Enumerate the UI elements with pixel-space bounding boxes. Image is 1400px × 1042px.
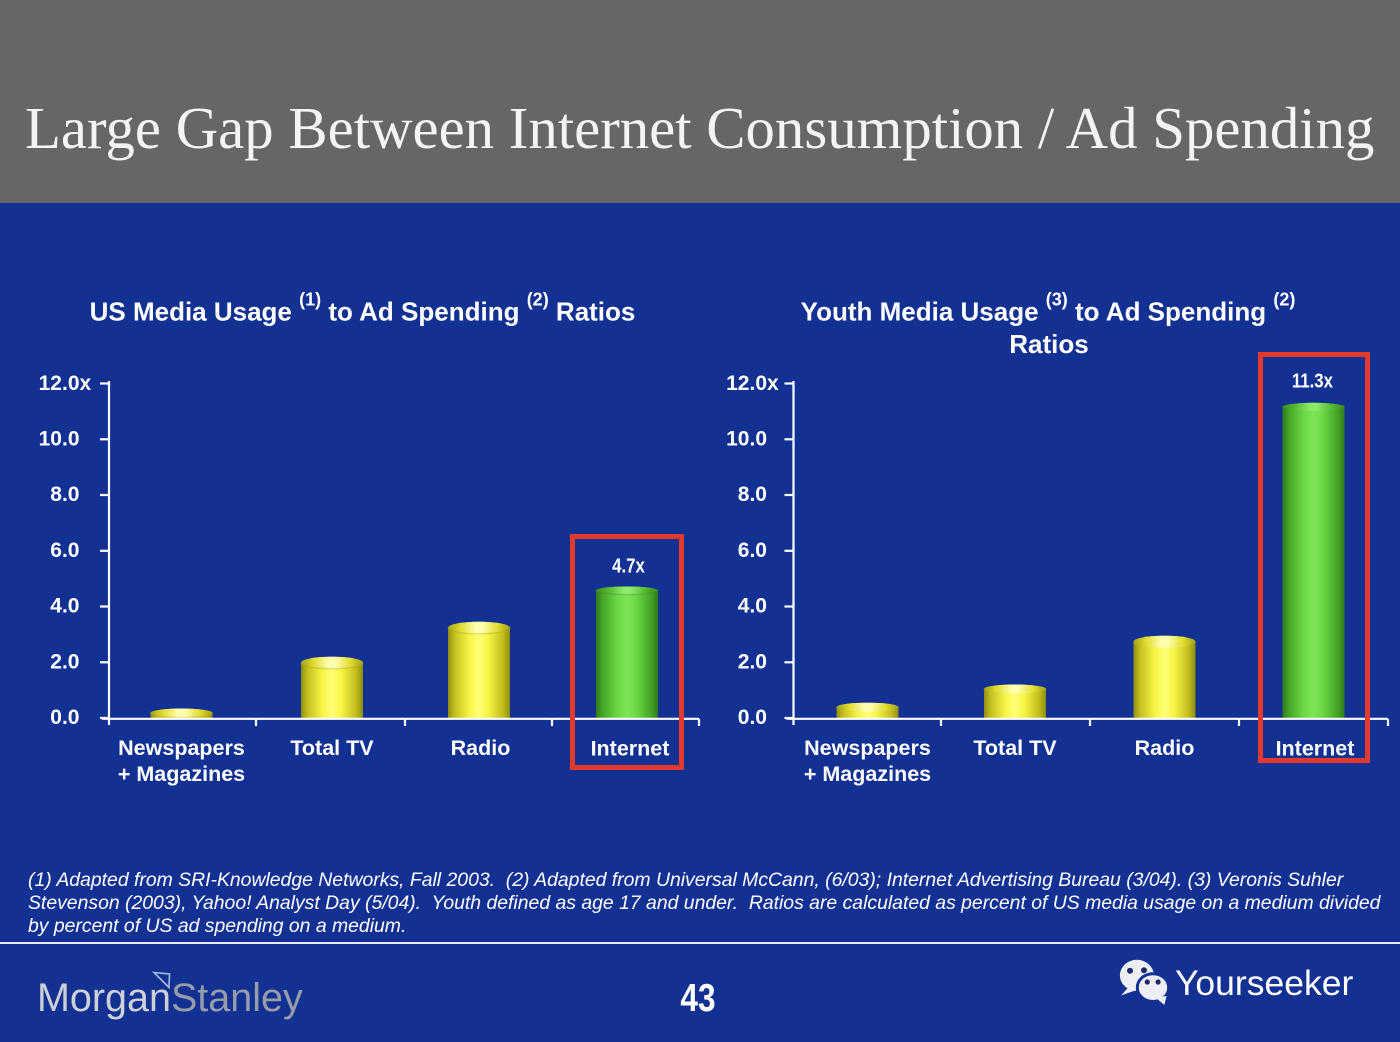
svg-text:8.0: 8.0: [50, 483, 79, 506]
svg-text:12.0: 12.0: [726, 372, 767, 395]
svg-text:+ Magazines: + Magazines: [118, 762, 245, 786]
svg-text:Total TV: Total TV: [290, 736, 374, 760]
svg-text:x: x: [767, 372, 779, 395]
svg-text:x: x: [80, 372, 92, 395]
svg-text:+ Magazines: + Magazines: [804, 762, 931, 786]
svg-text:Ratios: Ratios: [1009, 329, 1088, 359]
svg-text:10.0: 10.0: [726, 427, 767, 450]
svg-text:0.0: 0.0: [738, 706, 767, 729]
svg-text:10.0: 10.0: [39, 427, 80, 450]
svg-text:Internet: Internet: [591, 737, 670, 761]
svg-text:6.0: 6.0: [738, 539, 767, 562]
svg-text:Radio: Radio: [1135, 736, 1195, 760]
svg-text:2.0: 2.0: [738, 650, 767, 673]
svg-text:6.0: 6.0: [50, 539, 79, 562]
svg-text:US Media Usage (1) to Ad Spend: US Media Usage (1) to Ad Spending (2) Ra…: [90, 290, 636, 327]
svg-text:Youth Media Usage (3) to Ad Sp: Youth Media Usage (3) to Ad Spending (2): [801, 290, 1296, 327]
svg-text:Radio: Radio: [451, 736, 511, 760]
svg-text:11.3x: 11.3x: [1292, 369, 1334, 392]
svg-text:4.0: 4.0: [738, 595, 767, 618]
svg-text:Internet: Internet: [1276, 737, 1355, 761]
svg-text:8.0: 8.0: [738, 483, 767, 506]
svg-text:Total TV: Total TV: [973, 736, 1057, 760]
svg-text:4.7x: 4.7x: [612, 554, 645, 577]
svg-text:12.0: 12.0: [39, 372, 80, 395]
svg-text:2.0: 2.0: [50, 650, 79, 673]
svg-text:Newspapers: Newspapers: [118, 736, 245, 760]
svg-text:0.0: 0.0: [50, 706, 79, 729]
svg-text:4.0: 4.0: [50, 595, 79, 618]
svg-text:Newspapers: Newspapers: [804, 736, 931, 760]
